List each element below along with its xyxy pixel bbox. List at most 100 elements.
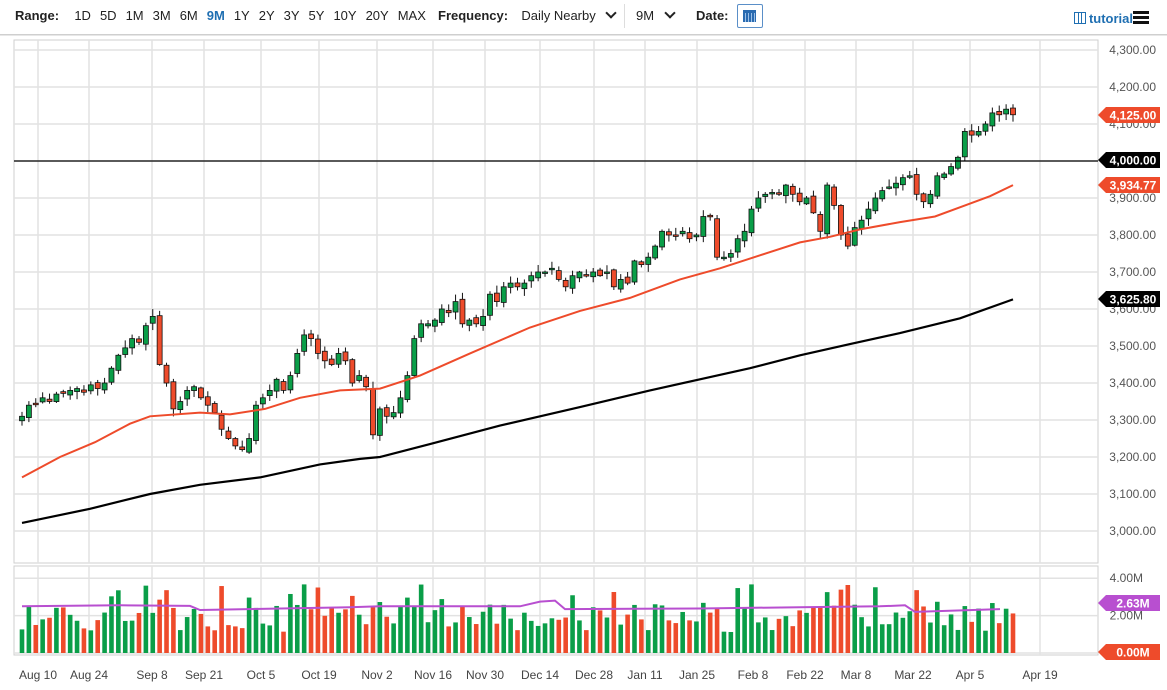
range-1d[interactable]: 1D [74,8,91,23]
candle [631,260,638,283]
candle [198,387,204,399]
volume-bar [962,606,968,653]
svg-text:4,125.00: 4,125.00 [1110,109,1157,123]
tutorial-link[interactable]: tutorial [1073,11,1133,26]
volume-bar [60,607,66,653]
ma-short-tag: 3,934.77 [1098,177,1160,193]
volume-bar [680,611,685,653]
range-9m[interactable]: 9M [206,8,225,23]
volume-bar [95,620,101,653]
tutorial-label: tutorial [1088,11,1133,26]
candle [115,354,122,371]
volume-bar [26,606,32,653]
candle [308,333,314,340]
volume-bar [233,626,238,653]
volume-bar [742,608,747,653]
candle [259,397,266,405]
range-5d[interactable]: 5D [99,8,117,23]
volume-bar [473,624,479,653]
calendar-button[interactable] [737,4,763,28]
range-20y[interactable]: 20Y [365,8,389,23]
candle [666,231,672,236]
x-axis-label: Mar 22 [894,668,932,682]
volume-bar [577,620,582,653]
volume-axis-label: 4.00M [1110,571,1143,585]
volume-bar [804,612,809,653]
range-1m[interactable]: 1M [125,8,144,23]
volume-bar [315,587,321,653]
candle [321,350,328,362]
volume-ma-tag: 2.63M [1098,595,1160,611]
volume-bar [467,617,472,653]
range-1y[interactable]: 1Y [233,8,250,23]
range-5y[interactable]: 5Y [308,8,325,23]
candle [748,208,755,234]
y-axis-label: 3,500.00 [1109,339,1156,353]
period-value[interactable]: 9M [636,8,655,23]
range-6m[interactable]: 6M [179,8,198,23]
candle [315,338,321,354]
range-10y[interactable]: 10Y [333,8,357,23]
candle [363,376,369,388]
hamburger-menu-icon[interactable] [1133,11,1149,24]
volume-bar [219,586,224,653]
candle [397,397,404,414]
volume-bar [377,602,383,653]
candle [204,396,211,406]
candle [707,214,714,218]
frequency-selector[interactable]: Frequency: Daily Nearby [438,7,618,23]
candle [844,233,851,247]
volume-bar [845,585,851,653]
candle [94,382,101,389]
candle [769,192,776,195]
candle [328,358,335,365]
volume-bar [749,584,754,653]
volume-bar [886,624,892,653]
y-axis-label: 3,100.00 [1109,487,1156,501]
volume-bar [19,629,25,653]
candle [67,389,74,396]
volume-bar [824,592,830,653]
frequency-value[interactable]: Daily Nearby [521,8,596,23]
candle [452,301,459,313]
toolbar: Range: 1D 5D 1M 3M 6M 9M 1Y 2Y 3Y 5Y 10Y 20Y MAX Fre… [0,0,1167,35]
volume-bar [570,595,575,653]
candle [170,381,177,410]
candle [569,275,576,289]
candle [576,271,583,279]
candle [858,219,865,229]
candle [796,192,803,203]
candle [101,382,108,391]
candle [879,190,886,200]
candle [445,309,452,314]
range-3m[interactable]: 3M [152,8,171,23]
candle [349,359,356,384]
y-axis-label: 4,200.00 [1109,80,1156,94]
candle [865,208,872,220]
volume-bar [281,631,286,653]
volume-bar [74,620,80,653]
price-pane [13,39,1099,564]
candle [838,205,844,236]
volume-ma-line [21,599,1001,613]
range-2y[interactable]: 2Y [258,8,275,23]
candle [466,319,473,326]
candle [913,174,920,195]
film-icon [1073,12,1086,24]
volume-bar [453,622,458,653]
svg-text:0.00M: 0.00M [1116,646,1149,660]
period-selector[interactable]: 9M [636,7,676,23]
y-axis-label: 3,800.00 [1109,228,1156,242]
range-max[interactable]: MAX [397,8,426,23]
candle [53,393,60,402]
volume-bar [212,630,217,653]
range-3y[interactable]: 3Y [283,8,300,23]
volume-bar [983,630,988,653]
volume-bar [198,613,204,653]
candle [851,227,858,246]
candle [493,292,500,302]
candle [789,185,796,195]
candle [679,230,686,235]
candle [32,402,39,406]
